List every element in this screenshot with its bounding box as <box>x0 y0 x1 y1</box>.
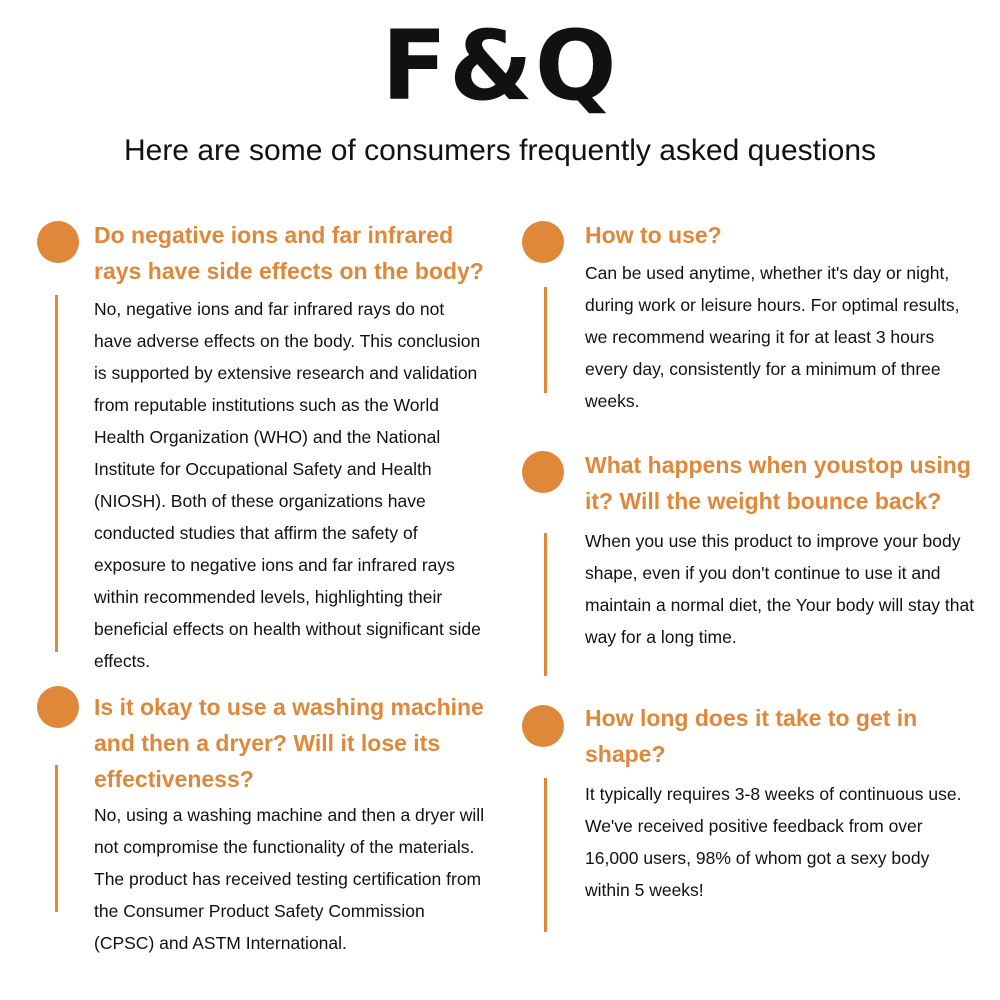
faq-answer: Can be used anytime, whether it's day or… <box>585 263 960 411</box>
faq-divider <box>544 533 547 676</box>
bullet-circle-icon <box>37 686 79 728</box>
faq-question: What happens when youstop using it? Will… <box>585 452 971 514</box>
faq-answer: When you use this product to improve you… <box>585 531 975 647</box>
faq-answer: No, negative ions and far infrared rays … <box>94 299 481 671</box>
faq-divider <box>55 765 58 912</box>
faq-question: How to use? <box>585 222 722 248</box>
bullet-circle-icon <box>522 221 564 263</box>
faq-divider <box>544 778 547 932</box>
bullet-circle-icon <box>522 705 564 747</box>
bullet-circle-icon <box>37 221 79 263</box>
page-subtitle: Here are some of consumers frequently as… <box>123 134 877 167</box>
faq-divider <box>544 287 547 393</box>
faq-question: How long does it take to get in shape? <box>585 705 918 767</box>
faq-answer: It typically requires 3-8 weeks of conti… <box>585 784 962 900</box>
page-title: F&Q <box>381 10 619 122</box>
faq-divider <box>55 295 58 652</box>
faq-answer: No, using a washing machine and then a d… <box>94 805 485 953</box>
faq-question: Is it okay to use a washing machine and … <box>94 694 484 792</box>
faq-question: Do negative ions and far infrared rays h… <box>94 222 484 284</box>
bullet-circle-icon <box>522 451 564 493</box>
